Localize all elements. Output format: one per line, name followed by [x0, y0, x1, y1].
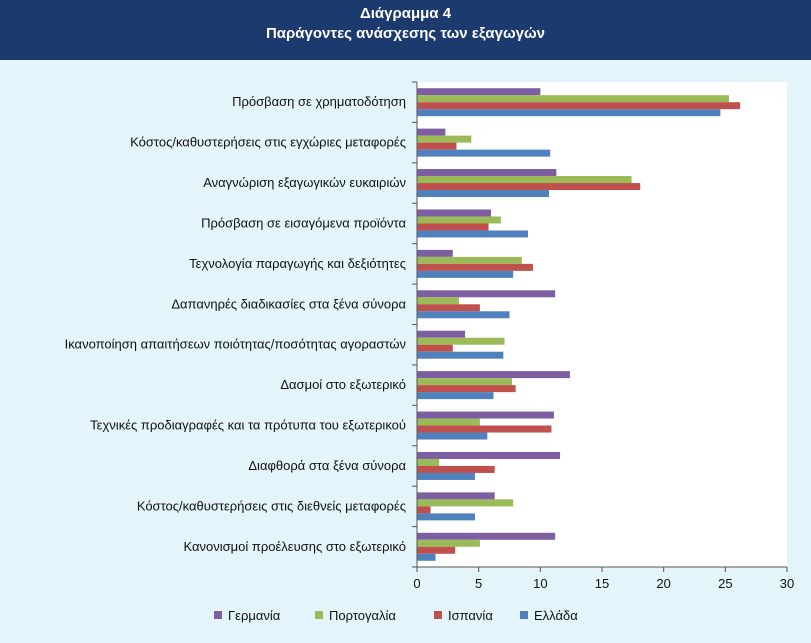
- bar: [417, 458, 440, 466]
- bar: [417, 492, 495, 500]
- bar: [417, 249, 453, 257]
- bar: [417, 135, 472, 143]
- bar: [417, 270, 514, 278]
- bar: [417, 385, 516, 393]
- bar: [417, 209, 491, 217]
- category-label: Κόστος/καθυστερήσεις στις εγχώριες μεταφ…: [130, 135, 406, 150]
- legend-swatch: [520, 611, 528, 619]
- category-label: Διαφθορά στα ξένα σύνορα: [248, 458, 406, 473]
- x-tick-label: 20: [656, 576, 670, 591]
- category-label: Τεχνικές προδιαγραφές και τα πρότυπα του…: [90, 418, 406, 433]
- category-label: Δασμοί στο εξωτερικό: [280, 377, 406, 392]
- bar: [417, 506, 431, 514]
- x-tick-label: 30: [780, 576, 794, 591]
- category-label: Ικανοποίηση απαιτήσεων ποιότητας/ποσότητ…: [65, 337, 406, 352]
- chart-title: Διάγραμμα 4: [359, 5, 452, 22]
- bar: [417, 230, 528, 238]
- bar: [417, 532, 556, 540]
- bar: [417, 465, 495, 473]
- category-label: Πρόσβαση σε χρηματοδότηση: [232, 94, 406, 109]
- bar: [417, 263, 533, 271]
- bar: [417, 330, 466, 338]
- bar: [417, 128, 446, 136]
- legend-swatch: [315, 611, 323, 619]
- bar: [417, 392, 494, 400]
- x-tick-label: 25: [718, 576, 732, 591]
- chart-subtitle: Παράγοντες ανάσχεσης των εξαγωγών: [265, 25, 546, 42]
- category-label: Δαπανηρές διαδικασίες στα ξένα σύνορα: [171, 296, 406, 311]
- bar: [417, 378, 512, 386]
- category-label: Κανονισμοί προέλευσης στο εξωτερικό: [184, 539, 407, 554]
- bar: [417, 176, 632, 184]
- x-tick-label: 5: [475, 576, 482, 591]
- bar: [417, 149, 551, 157]
- category-label: Τεχνολογία παραγωγής και δεξιότητες: [189, 256, 406, 271]
- bar: [417, 425, 552, 433]
- bar: [417, 432, 488, 440]
- category-label: Αναγνώριση εξαγωγικών ευκαιριών: [203, 175, 406, 190]
- bar: [417, 183, 641, 191]
- bar: [417, 304, 480, 312]
- x-tick-label: 10: [533, 576, 547, 591]
- bar: [417, 411, 554, 419]
- bar: [417, 546, 456, 554]
- bar: [417, 539, 480, 547]
- bar: [417, 371, 570, 379]
- legend-swatch: [214, 611, 222, 619]
- bar: [417, 142, 457, 150]
- bar: [417, 351, 504, 359]
- plot-area: [417, 82, 787, 567]
- bar: [417, 499, 514, 507]
- bar: [417, 223, 489, 231]
- bar: [417, 95, 730, 103]
- bar: [417, 290, 556, 298]
- legend-swatch: [434, 611, 442, 619]
- x-tick-label: 15: [595, 576, 609, 591]
- bar: [417, 169, 557, 177]
- chart-header: Διάγραμμα 4 Παράγοντες ανάσχεσης των εξα…: [0, 0, 811, 60]
- bar: [417, 297, 459, 305]
- bar: [417, 311, 510, 319]
- bar: [417, 418, 480, 426]
- legend-label: Ισπανία: [448, 608, 493, 623]
- bar: [417, 190, 549, 198]
- bar: [417, 88, 541, 96]
- bar: [417, 109, 721, 117]
- bar: [417, 256, 522, 264]
- bar: [417, 344, 453, 352]
- bar: [417, 472, 475, 480]
- bar: [417, 553, 436, 561]
- bar: [417, 102, 741, 110]
- x-tick-label: 0: [413, 576, 420, 591]
- bar: [417, 337, 505, 345]
- bar: [417, 216, 501, 224]
- category-label: Κόστος/καθυστερήσεις στις διεθνείς μεταφ…: [137, 498, 406, 513]
- bar: [417, 513, 475, 521]
- legend-label: Πορτογαλία: [329, 608, 396, 623]
- category-label: Πρόσβαση σε εισαγόμενα προϊόντα: [201, 215, 406, 230]
- legend-label: Ελλάδα: [534, 608, 578, 623]
- bar: [417, 451, 561, 459]
- legend-label: Γερμανία: [228, 608, 281, 623]
